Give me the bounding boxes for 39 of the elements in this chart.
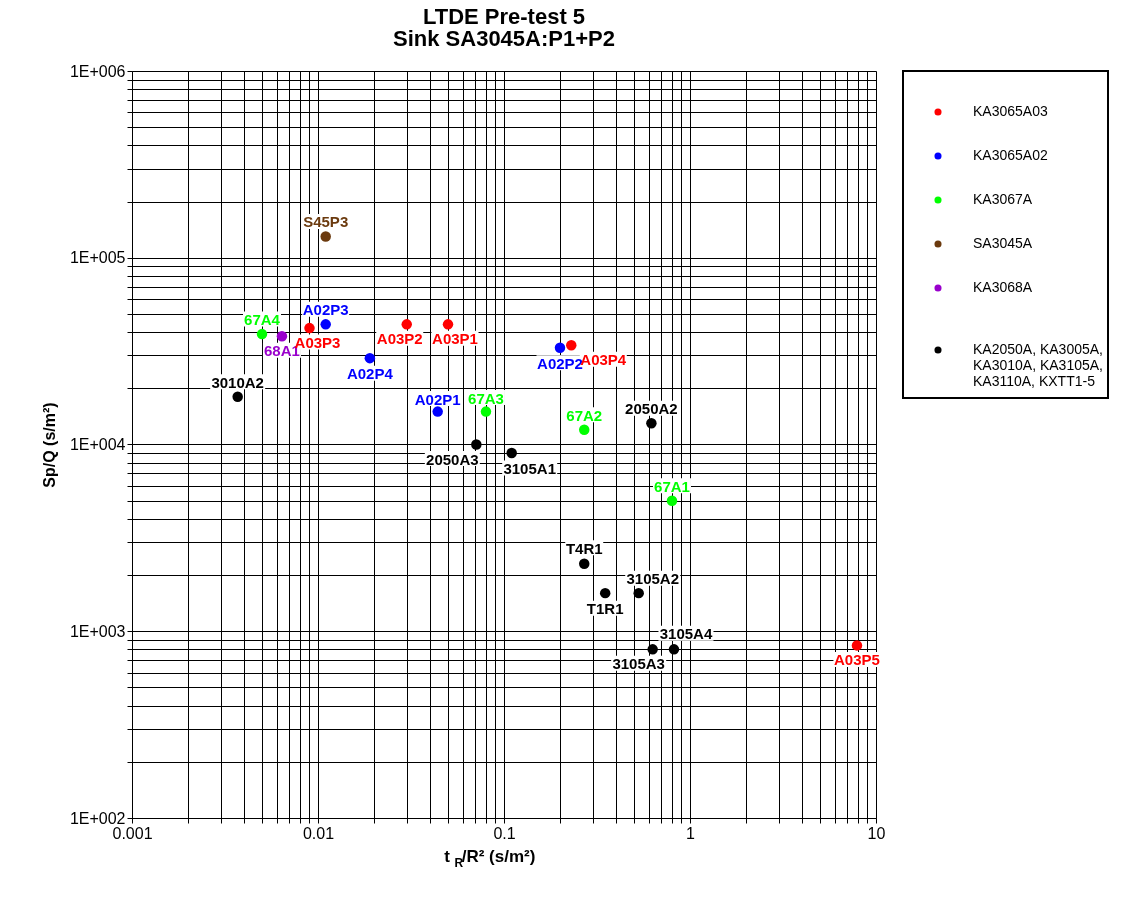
x-tick-label: 1 bbox=[686, 824, 696, 842]
data-label: 3105A2 bbox=[626, 570, 679, 588]
chart-subtitle: Sink SA3045A:P1+P2 bbox=[393, 26, 615, 51]
data-label: 67A4 bbox=[244, 311, 281, 329]
chart-title: LTDE Pre-test 5 bbox=[422, 4, 586, 29]
y-tick-label: 1E+004 bbox=[69, 436, 126, 453]
data-label: S45P3 bbox=[303, 213, 349, 231]
y-tick-label: 1E+003 bbox=[69, 622, 126, 640]
data-label: T4R1 bbox=[565, 539, 603, 557]
x-tick-label: 0.1 bbox=[493, 824, 516, 842]
data-label: 67A2 bbox=[566, 406, 603, 424]
legend-label: KA3065A02 bbox=[973, 147, 1048, 163]
data-label: 3105A3 bbox=[612, 655, 665, 673]
data-label: A03P2 bbox=[376, 330, 423, 348]
data-label: A03P1 bbox=[432, 330, 478, 348]
legend-label: KA3067A bbox=[973, 191, 1033, 207]
data-label: A02P3 bbox=[302, 301, 349, 319]
y-tick-label: 1E+002 bbox=[69, 809, 126, 827]
data-label: A02P1 bbox=[414, 390, 461, 408]
data-label: 2050A2 bbox=[625, 400, 678, 418]
y-tick-label: 1E+006 bbox=[69, 62, 126, 80]
data-label: 3105A1 bbox=[503, 460, 556, 478]
y-tick-label: 1E+005 bbox=[69, 249, 126, 267]
legend-label: KA3068A bbox=[973, 279, 1033, 295]
data-label: A02P4 bbox=[346, 365, 394, 383]
x-tick-label: 0.001 bbox=[112, 824, 153, 842]
data-label: A03P5 bbox=[834, 651, 880, 669]
data-label: 2050A3 bbox=[426, 450, 479, 468]
legend-label: SA3045A bbox=[973, 235, 1033, 251]
data-label: 3010A2 bbox=[211, 373, 264, 391]
data-label: 67A3 bbox=[468, 389, 504, 407]
data-label: T1R1 bbox=[586, 600, 624, 618]
data-label: 3105A4 bbox=[659, 625, 713, 643]
legend-label: KA2050A, KA3005A, KA3010A, KA3105A, KA3110A, KXTT1-5 bbox=[973, 341, 1103, 389]
legend-label: KA3065A03 bbox=[973, 103, 1048, 119]
x-tick-label: 10 bbox=[867, 824, 886, 842]
x-tick-label: 0.01 bbox=[302, 824, 335, 842]
y-axis-title: Sp/Q (s/m²) bbox=[40, 402, 58, 488]
data-label: 67A1 bbox=[654, 477, 690, 495]
